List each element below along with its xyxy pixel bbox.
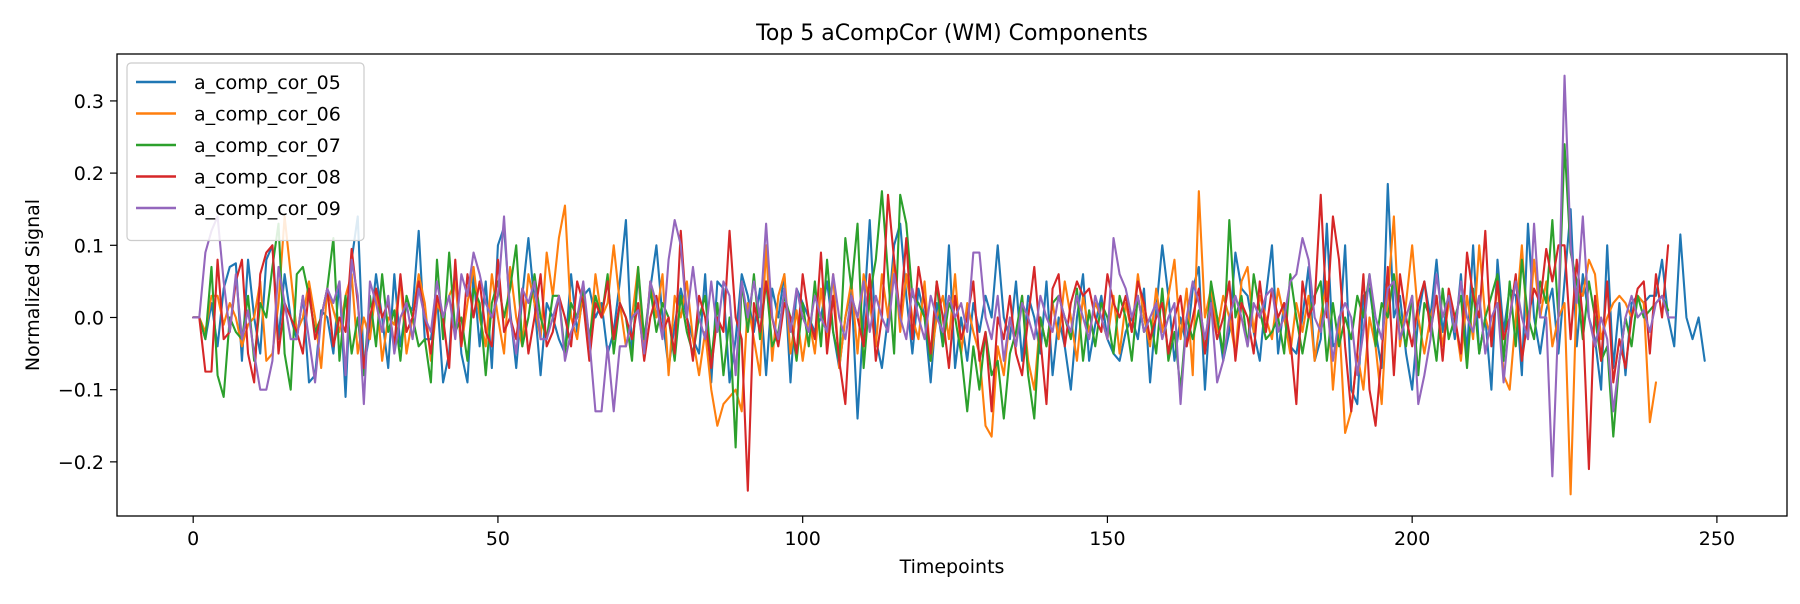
legend-label: a_comp_cor_09 <box>194 198 341 220</box>
legend: a_comp_cor_05 a_comp_cor_06 a_comp_cor_07a… <box>126 62 365 242</box>
y-tick-label: 0.2 <box>74 163 104 185</box>
x-axis-label: Timepoints <box>899 556 1005 578</box>
series-line-a-comp-cor-06 <box>192 190 1658 496</box>
x-axis: 0 50 100 150 200 250 <box>187 516 1735 550</box>
y-axis-label: Normalized Signal <box>22 199 44 371</box>
legend-label: a_comp_cor_08 <box>194 167 341 189</box>
legend-label: a_comp_cor_05 <box>194 72 341 94</box>
y-tick-label: 0.3 <box>74 91 104 113</box>
y-tick-label: 0.1 <box>74 235 104 257</box>
x-tick-label: 100 <box>785 528 821 550</box>
y-tick-label: 0.0 <box>74 307 104 329</box>
series-line-a-comp-cor-08 <box>192 193 1670 492</box>
x-tick-label: 50 <box>486 528 510 550</box>
series-line-a-comp-cor-07 <box>192 143 1670 449</box>
legend-label: a_comp_cor_06 <box>194 104 341 126</box>
chart-title: Top 5 aCompCor (WM) Components <box>755 21 1148 46</box>
x-tick-label: 0 <box>187 528 199 550</box>
y-axis: −0.2 −0.1 0.0 0.1 0.2 0.3 <box>58 91 117 474</box>
legend-frame <box>126 62 365 242</box>
x-tick-label: 200 <box>1394 528 1430 550</box>
series-line-a-comp-cor-09 <box>192 74 1676 478</box>
legend-label: a_comp_cor_07 <box>194 135 341 157</box>
y-tick-label: −0.2 <box>58 452 104 474</box>
x-tick-label: 150 <box>1089 528 1125 550</box>
series-group <box>192 74 1706 496</box>
plot-area <box>116 53 1788 517</box>
y-tick-label: −0.1 <box>58 380 104 402</box>
x-tick-label: 250 <box>1699 528 1735 550</box>
